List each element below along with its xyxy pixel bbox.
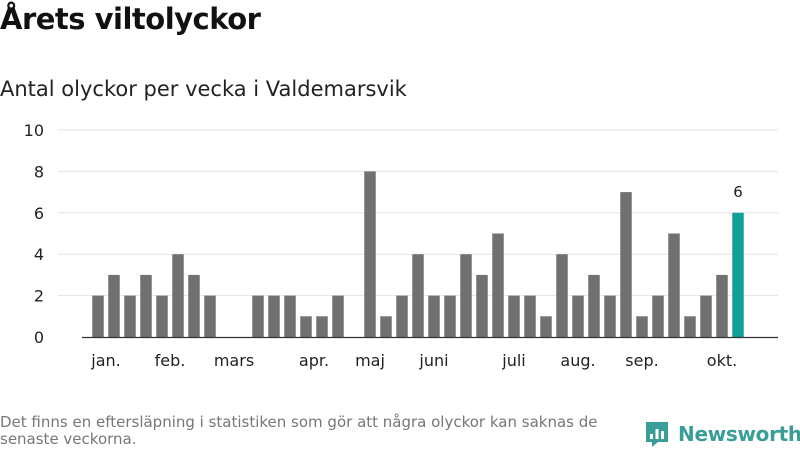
y-tick-label: 10 [24,121,44,140]
footer-note: Det finns en eftersläpning i statistiken… [0,413,598,448]
x-tick-label: mars [214,351,254,370]
bar [476,274,488,337]
bar [492,233,504,337]
bar [268,295,280,337]
bar [444,295,456,337]
bar [396,295,408,337]
x-tick-label: juli [501,351,525,370]
bar [92,295,104,337]
bar [124,295,136,337]
bar [460,254,472,337]
bar [284,295,296,337]
bar [540,316,552,337]
bar [668,233,680,337]
y-tick-label: 6 [34,204,44,223]
bar [684,316,696,337]
x-tick-label: feb. [155,351,186,370]
bar [412,254,424,337]
bar [572,295,584,337]
bar [108,274,120,337]
brand-logo: Newsworthy [644,419,800,449]
x-tick-label: apr. [299,351,329,370]
bar [716,274,728,337]
bar [652,295,664,337]
bar-highlighted [732,212,744,337]
bar [364,171,376,337]
y-axis-ticks: 0 2 4 6 8 10 [24,121,44,347]
bar [556,254,568,337]
y-tick-label: 4 [34,245,44,264]
x-tick-label: maj [355,351,385,370]
bar [524,295,536,337]
bar [252,295,264,337]
bar [140,274,152,337]
bar [300,316,312,337]
y-tick-label: 2 [34,287,44,306]
bar [604,295,616,337]
x-tick-label: aug. [560,351,595,370]
bar-chart: 0 2 4 6 8 10 6 jan. feb. mars apr. maj juni juli aug… [24,121,778,370]
y-tick-label: 8 [34,162,44,181]
data-label: 6 [733,183,743,201]
bar [332,295,344,337]
bar [508,295,520,337]
bar [620,192,632,337]
x-tick-label: okt. [707,351,737,370]
bar [380,316,392,337]
page-title: Årets viltolyckor [0,2,261,36]
bar [204,295,216,337]
x-tick-label: sep. [625,351,658,370]
y-tick-label: 0 [34,328,44,347]
bar [188,274,200,337]
bar [588,274,600,337]
bar [172,254,184,337]
brand-name: Newsworthy [678,422,800,446]
x-axis-month-labels: jan. feb. mars apr. maj juni juli aug. sep. okt. [90,351,737,370]
chart-title: Antal olyckor per vecka i Valdemarsvik [0,77,407,101]
x-tick-label: jan. [90,351,120,370]
data-labels: 6 [733,183,743,201]
bar [700,295,712,337]
bar-chart-logo-icon [646,422,668,447]
bar [636,316,648,337]
bar [316,316,328,337]
x-tick-label: juni [418,351,448,370]
bar [156,295,168,337]
bars [92,171,744,337]
bar [428,295,440,337]
